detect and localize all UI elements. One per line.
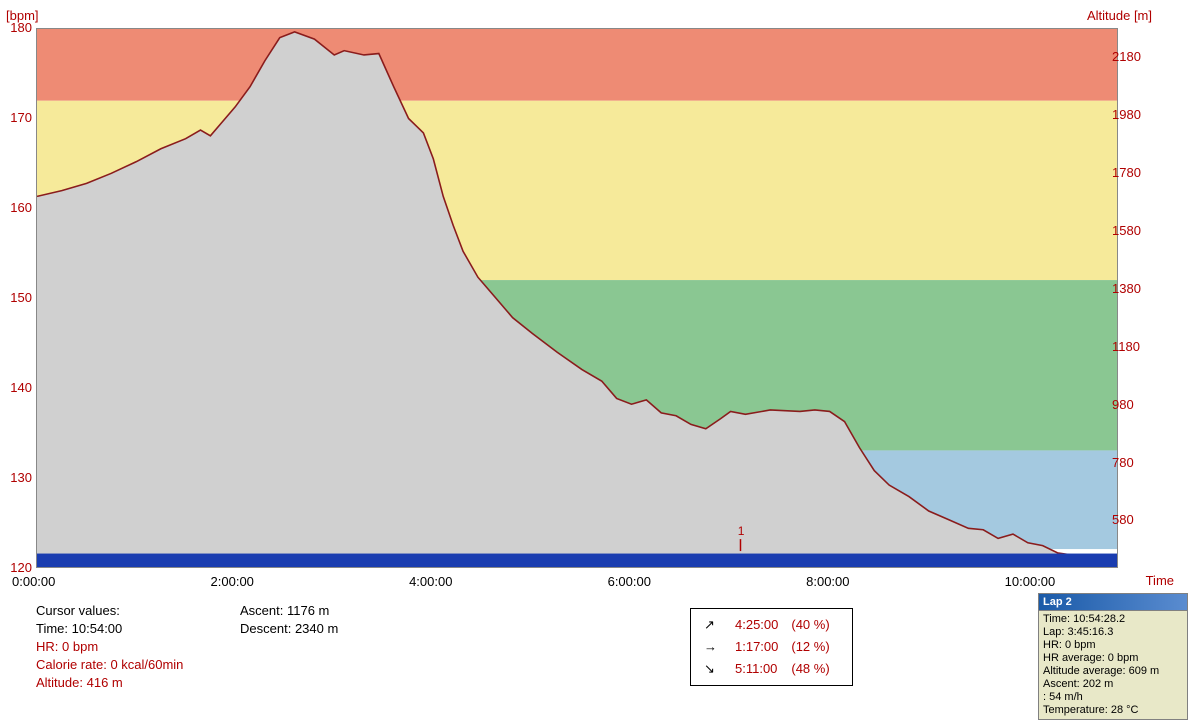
bpm-tick: 170 — [6, 110, 32, 125]
cursor-values: Cursor values: Time: 10:54:00 HR: 0 bpm … — [36, 602, 183, 692]
lap-tooltip-line: : 54 m/h — [1043, 691, 1183, 704]
lap-tooltip: Lap 2 Time: 10:54:28.2Lap: 3:45:16.3HR: … — [1038, 593, 1188, 720]
lap-tooltip-line: Temperature: 28 °C — [1043, 704, 1183, 717]
descent-value: Descent: 2340 m — [240, 620, 338, 638]
split-row: ↗ 4:25:00(40 %) — [703, 615, 840, 635]
time-tick: 8:00:00 — [806, 574, 849, 589]
time-tick: 10:00:00 — [1005, 574, 1056, 589]
lap-tooltip-line: Ascent: 202 m — [1043, 678, 1183, 691]
split-time: 1:17:00 — [734, 637, 788, 657]
time-axis-label: Time — [1146, 573, 1174, 588]
bpm-tick: 140 — [6, 380, 32, 395]
altitude-tick: 780 — [1112, 455, 1152, 470]
altitude-tick: 1580 — [1112, 223, 1152, 238]
bpm-tick: 120 — [6, 560, 32, 575]
bpm-tick: 160 — [6, 200, 32, 215]
lap-tooltip-title: Lap 2 — [1039, 594, 1187, 611]
split-pct: (48 %) — [790, 659, 839, 679]
split-row: → 1:17:00(12 %) — [703, 637, 840, 657]
bpm-tick: 130 — [6, 470, 32, 485]
cursor-title: Cursor values: — [36, 602, 183, 620]
altitude-tick: 1180 — [1112, 339, 1152, 354]
bpm-tick: 180 — [6, 20, 32, 35]
trend-icon: → — [704, 638, 722, 656]
time-tick: 6:00:00 — [608, 574, 651, 589]
split-row: ↘ 5:11:00(48 %) — [703, 659, 840, 679]
time-tick: 2:00:00 — [211, 574, 254, 589]
altitude-tick: 980 — [1112, 397, 1152, 412]
lap-tooltip-line: HR average: 0 bpm — [1043, 652, 1183, 665]
lap-tooltip-line: Time: 10:54:28.2 — [1043, 613, 1183, 626]
chart-svg — [37, 29, 1117, 567]
marker-label: 1 — [738, 524, 745, 538]
lap-tooltip-line: HR: 0 bpm — [1043, 639, 1183, 652]
cursor-hr: HR: 0 bpm — [36, 638, 183, 656]
split-time: 5:11:00 — [734, 659, 788, 679]
altitude-tick: 1980 — [1112, 107, 1152, 122]
right-axis-unit: Altitude [m] — [1087, 8, 1152, 23]
cursor-calorie: Calorie rate: 0 kcal/60min — [36, 656, 183, 674]
trend-icon: ↗ — [704, 616, 722, 634]
lap-tooltip-line: Altitude average: 609 m — [1043, 665, 1183, 678]
chart-plot[interactable] — [36, 28, 1118, 568]
trend-icon: ↘ — [704, 660, 722, 678]
ascent-descent: Ascent: 1176 m Descent: 2340 m — [240, 602, 338, 638]
altitude-tick: 580 — [1112, 512, 1152, 527]
lap-tooltip-line: Lap: 3:45:16.3 — [1043, 626, 1183, 639]
bpm-tick: 150 — [6, 290, 32, 305]
altitude-tick: 1780 — [1112, 165, 1152, 180]
altitude-tick: 2180 — [1112, 49, 1152, 64]
cursor-altitude: Altitude: 416 m — [36, 674, 183, 692]
time-tick: 4:00:00 — [409, 574, 452, 589]
split-pct: (40 %) — [790, 615, 839, 635]
split-time: 4:25:00 — [734, 615, 788, 635]
altitude-tick: 1380 — [1112, 281, 1152, 296]
time-tick: 0:00:00 — [12, 574, 55, 589]
split-pct: (12 %) — [790, 637, 839, 657]
cursor-time: Time: 10:54:00 — [36, 620, 183, 638]
split-box: ↗ 4:25:00(40 %) → 1:17:00(12 %) ↘ 5:11:00(48 … — [690, 608, 853, 686]
ascent-value: Ascent: 1176 m — [240, 602, 338, 620]
